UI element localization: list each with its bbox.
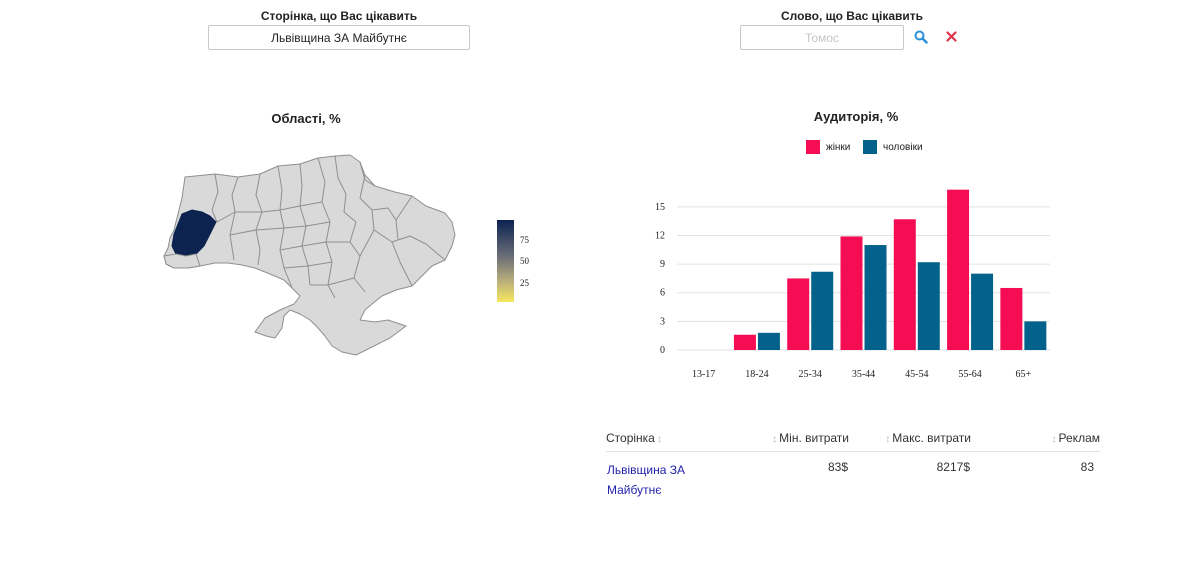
x-tick-label: 18-24 [745, 369, 768, 380]
column-header-page[interactable]: Сторінка ↕ [606, 425, 736, 452]
cell-ads: 83 [1080, 460, 1094, 474]
x-tick-label: 45-54 [905, 369, 928, 380]
column-header-max-spend[interactable]: ↕ Макс. витрати [849, 425, 971, 452]
bar [811, 271, 834, 350]
legend-swatch-women [806, 140, 820, 154]
bar [917, 262, 940, 350]
sort-icon: ↕ [1051, 434, 1057, 445]
x-tick-label: 65+ [1016, 369, 1032, 380]
cell-min-spend: 83$ [827, 460, 848, 474]
clear-button[interactable] [940, 27, 962, 47]
transcarpathia-region [163, 253, 201, 269]
bar [893, 219, 916, 350]
x-tick-label: 25-34 [799, 369, 822, 380]
regions-map [163, 154, 456, 356]
y-tick-label: 0 [660, 345, 665, 356]
table-header-row: Сторінка ↕ ↕ Мін. витрати ↕ Макс. витрати ↕… [606, 425, 1100, 452]
colorbar-tick-label: 25 [520, 278, 530, 288]
map-border [211, 155, 446, 299]
cell-max-spend: 8217$ [936, 460, 970, 474]
bar [733, 334, 756, 350]
legend-item-women[interactable]: жінки [806, 140, 850, 154]
column-header-ads[interactable]: ↕ Реклам [971, 425, 1100, 452]
sort-icon: ↕ [885, 434, 891, 445]
x-tick-label: 35-44 [852, 369, 875, 380]
x-tick-label: 13-17 [692, 369, 715, 380]
y-tick-label: 6 [660, 288, 665, 299]
page-input[interactable] [208, 25, 470, 50]
sort-icon: ↕ [656, 434, 662, 445]
map-region [163, 154, 456, 356]
regions-map-title: Області, % [271, 111, 341, 126]
legend-label-men: чоловіки [883, 141, 923, 153]
y-tick-label: 9 [660, 259, 665, 270]
word-filter-label: Слово, що Вас цікавить [780, 9, 924, 23]
colorbar-tick-label: 75 [520, 235, 530, 245]
legend-item-men[interactable]: чоловіки [863, 140, 923, 154]
pages-table: Сторінка ↕ ↕ Мін. витрати ↕ Макс. витрати ↕… [606, 425, 1100, 501]
bar [1024, 321, 1047, 350]
lviv-region [171, 209, 217, 257]
colorbar-gradient [497, 220, 514, 302]
legend-label-women: жінки [826, 141, 851, 153]
close-icon [945, 31, 957, 42]
bar [757, 332, 780, 350]
bar [787, 278, 810, 350]
legend-swatch-men [863, 140, 877, 154]
audience-chart-title: Аудиторія, % [813, 109, 899, 124]
bar [864, 245, 887, 350]
column-header-min-spend[interactable]: ↕ Мін. витрати [736, 425, 849, 452]
bar [971, 273, 994, 350]
map-colorbar: 75 50 25 [497, 220, 530, 302]
table-row: Львівщина ЗА Майбутнє 83$ 8217$ 83 [606, 452, 1100, 502]
column-header-label: Мін. витрати [779, 431, 849, 445]
y-tick-label: 12 [655, 230, 665, 241]
column-header-label: Сторінка [606, 431, 655, 445]
colorbar-tick-label: 50 [520, 256, 530, 266]
page-link[interactable]: Львівщина ЗА Майбутнє [607, 463, 686, 497]
y-tick-label: 3 [660, 316, 665, 327]
audience-bar-chart: 0 3 6 9 12 15 13-17 18-24 25-34 35-44 45-54 55-64 65… [655, 189, 1050, 380]
search-icon [914, 30, 928, 44]
column-header-label: Реклам [1058, 431, 1100, 445]
x-tick-label: 55-64 [958, 369, 981, 380]
column-header-label: Макс. витрати [892, 431, 971, 445]
bar [840, 236, 863, 350]
y-tick-label: 15 [655, 202, 665, 213]
cell-page: Львівщина ЗА Майбутнє [606, 452, 736, 502]
sort-icon: ↕ [772, 434, 778, 445]
bar [1000, 287, 1023, 350]
bar [947, 189, 970, 350]
page-filter-label: Сторінка, що Вас цікавить [260, 9, 418, 23]
search-button[interactable] [910, 27, 932, 47]
word-input[interactable] [740, 25, 904, 50]
